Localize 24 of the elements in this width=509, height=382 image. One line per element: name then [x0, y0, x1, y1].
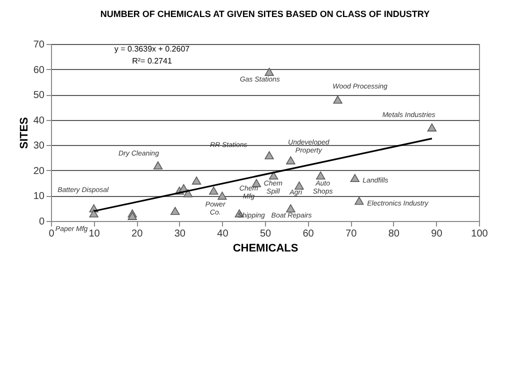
x-tick-label: 0: [48, 228, 55, 240]
x-tick-label: 80: [388, 228, 400, 240]
x-tick-label: 20: [132, 228, 144, 240]
y-tick-label: 70: [33, 40, 45, 50]
y-tick-label: 40: [33, 115, 45, 126]
x-tick-label: 70: [346, 228, 358, 240]
y-tick-label: 0: [38, 216, 45, 228]
x-axis-title: CHEMICALS: [232, 242, 298, 254]
x-tick-label: 100: [471, 228, 488, 240]
annotation: y = 0.3639x + 0.2607: [114, 44, 190, 54]
annotation: R²= 0.2741: [132, 56, 172, 66]
y-tick-label: 60: [33, 64, 45, 76]
y-tick-label: 50: [33, 90, 45, 102]
x-tick-label: 90: [431, 228, 443, 240]
x-tick-label: 50: [260, 228, 272, 240]
y-axis-title: SITES: [18, 117, 30, 149]
x-tick-label: 10: [88, 228, 100, 240]
y-tick-label: 30: [33, 140, 45, 152]
y-tick-label: 10: [33, 191, 45, 202]
x-tick-label: 30: [174, 228, 186, 240]
chart-title: NUMBER OF CHEMICALS AT GIVEN SITES BASED ON CLASS OF INDUSTRY: [100, 9, 430, 19]
y-tick-label: 20: [33, 166, 45, 177]
x-tick-label: 60: [302, 228, 314, 240]
x-tick-label: 40: [217, 228, 229, 240]
